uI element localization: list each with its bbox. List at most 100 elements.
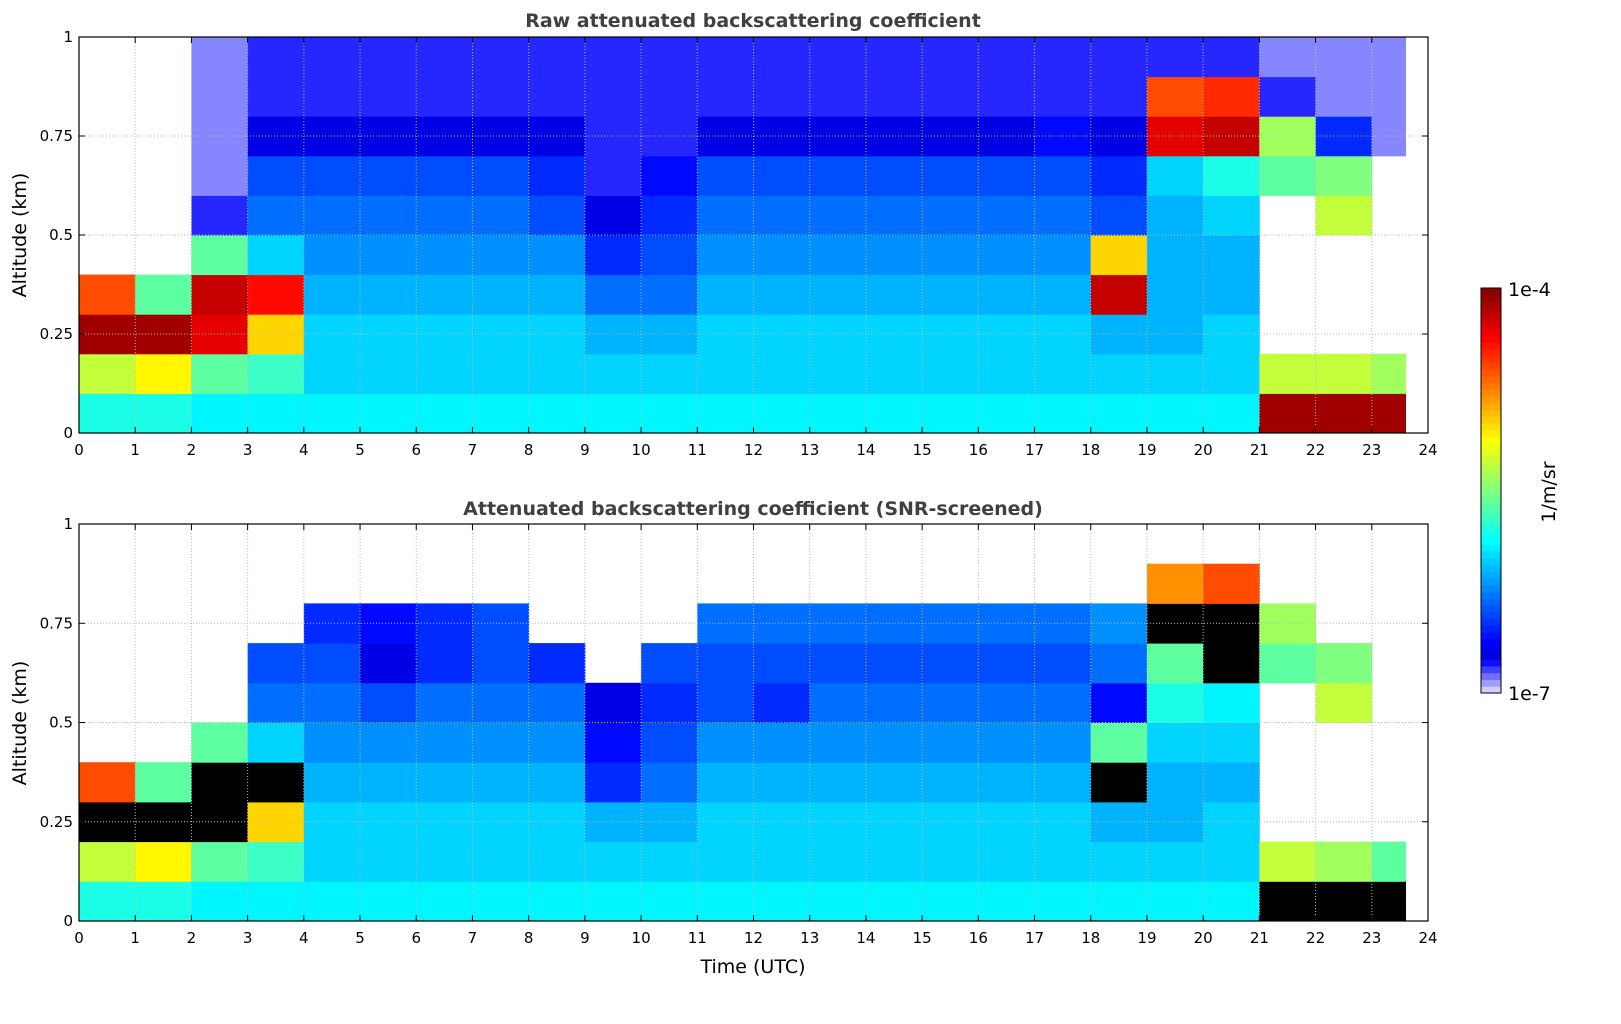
heatmap-cell [641, 722, 698, 763]
heatmap-cell [584, 762, 642, 803]
colorbar-segment [1481, 355, 1501, 363]
heatmap-cell [416, 643, 473, 684]
colorbar-segment [1481, 477, 1501, 485]
heatmap-cell [528, 722, 586, 763]
heatmap-cell [641, 37, 698, 78]
heatmap-cell [528, 841, 586, 882]
heatmap-cell [641, 881, 698, 922]
heatmap-cell [809, 274, 867, 315]
heatmap-cell [1371, 116, 1407, 157]
heatmap-cell [641, 155, 698, 196]
heatmap-cell [922, 682, 979, 723]
heatmap-cell [697, 881, 754, 922]
colorbar-segment [1481, 591, 1501, 599]
heatmap-cell [1315, 116, 1373, 157]
colorbar-segment [1481, 450, 1501, 458]
heatmap-cell [1090, 235, 1148, 276]
colorbar-segment [1481, 490, 1501, 498]
heatmap-cell [978, 881, 1036, 922]
y-tick-label: 0 [63, 424, 73, 442]
heatmap-cell [1146, 353, 1204, 394]
heatmap-cell [303, 643, 361, 684]
x-tick-label: 13 [800, 929, 819, 947]
heatmap-cell [922, 393, 979, 434]
heatmap-cell [978, 682, 1036, 723]
y-tick-label: 0.75 [40, 127, 73, 145]
colorbar-segment [1481, 389, 1501, 397]
x-tick-label: 20 [1194, 441, 1213, 459]
x-tick-label: 18 [1081, 441, 1100, 459]
y-axis-label-raw: Altitude (km) [9, 173, 31, 298]
x-tick-label: 7 [468, 441, 478, 459]
heatmap-cell [472, 643, 530, 684]
heatmap-cell [978, 722, 1036, 763]
heatmap-cell [978, 643, 1036, 684]
heatmap-cell [303, 37, 361, 78]
heatmap-cell [1090, 393, 1148, 434]
heatmap-cell [584, 155, 642, 196]
heatmap-cell [416, 722, 473, 763]
colorbar-segment [1481, 564, 1501, 572]
heatmap-cell [697, 195, 754, 236]
heatmap-cell [303, 881, 361, 922]
heatmap-cell [528, 76, 586, 117]
heatmap-cell [79, 762, 136, 803]
heatmap-cell [1315, 881, 1373, 922]
x-tick-label: 23 [1362, 929, 1381, 947]
colorbar-segment [1481, 342, 1501, 350]
heatmap-cell [753, 195, 811, 236]
heatmap-cell [865, 722, 923, 763]
colorbar-segment [1481, 612, 1501, 620]
x-tick-label: 6 [411, 929, 421, 947]
heatmap-cell [303, 76, 361, 117]
x-tick-label: 24 [1418, 929, 1437, 947]
heatmap-cell [360, 235, 417, 276]
heatmap-cell [1259, 76, 1317, 117]
heatmap-cell [641, 235, 698, 276]
heatmap-cell [922, 722, 979, 763]
heatmap-cell [1146, 393, 1204, 434]
x-tick-label: 2 [187, 929, 197, 947]
heatmap-cell [247, 353, 305, 394]
heatmap-cell [472, 393, 530, 434]
colorbar-segment [1481, 443, 1501, 451]
x-tick-label: 3 [243, 441, 253, 459]
heatmap-cell [978, 195, 1036, 236]
heatmap-cell [1090, 841, 1148, 882]
heatmap-cell [303, 841, 361, 882]
heatmap-cell [1371, 76, 1407, 117]
heatmap-cell [1034, 274, 1092, 315]
heatmap-cell [472, 155, 530, 196]
heatmap-cell [1315, 155, 1373, 196]
heatmap-cell [135, 274, 192, 315]
heatmap-cell [191, 881, 249, 922]
heatmap-cell [472, 37, 530, 78]
colorbar-segment [1481, 537, 1501, 545]
heatmap-cell [1034, 235, 1092, 276]
heatmap-cell [1259, 393, 1317, 434]
heatmap-cell [978, 76, 1036, 117]
colorbar-segment [1481, 645, 1501, 653]
heatmap-cell [584, 722, 642, 763]
heatmap-cell [1146, 235, 1204, 276]
heatmap-cell [922, 235, 979, 276]
x-tick-label: 11 [688, 441, 707, 459]
x-tick-label: 5 [355, 929, 365, 947]
heatmap-cell [472, 235, 530, 276]
heatmap-cell [922, 643, 979, 684]
colorbar-frame [1480, 287, 1502, 694]
x-tick-label: 12 [744, 441, 763, 459]
heatmap-cell [641, 762, 698, 803]
heatmap-cell [191, 762, 249, 803]
heatmap-cell [1146, 195, 1204, 236]
heatmap-cell [1203, 155, 1260, 196]
heatmap-cell [865, 393, 923, 434]
heatmap-cell [247, 393, 305, 434]
x-tick-label: 21 [1250, 929, 1269, 947]
colorbar-segment [1481, 625, 1501, 633]
heatmap-cell [1034, 682, 1092, 723]
heatmap-cell [1259, 643, 1317, 684]
heatmap-cell [79, 393, 136, 434]
heatmap-cell [472, 881, 530, 922]
